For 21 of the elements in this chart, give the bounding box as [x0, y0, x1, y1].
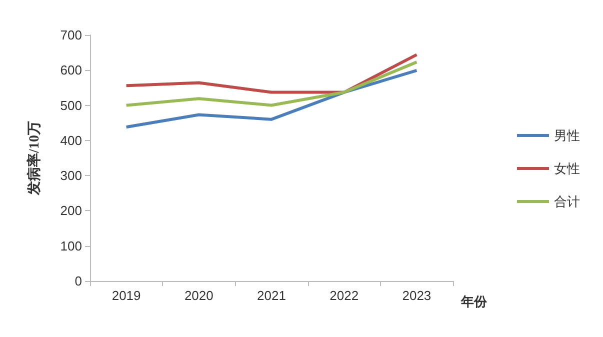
- y-tick-label: 0: [74, 274, 82, 288]
- x-tick-label: 2019: [112, 288, 141, 303]
- x-tick-label: 2020: [184, 288, 214, 303]
- legend-label: 男性: [554, 128, 580, 143]
- x-tick-label: 2021: [257, 288, 286, 303]
- legend-label: 女性: [554, 161, 580, 176]
- line-series: [124, 60, 418, 107]
- x-axis-title: 年份: [460, 294, 488, 309]
- y-tick-label: 700: [60, 28, 82, 42]
- y-tick-label: 400: [60, 132, 82, 148]
- line-series: [124, 68, 418, 129]
- x-tick-label: 2022: [330, 288, 359, 303]
- y-tick-label: 100: [60, 238, 82, 254]
- y-axis-title: 发病率/10万: [26, 121, 42, 196]
- x-tick-label: 2023: [402, 288, 432, 303]
- line-series: [124, 53, 418, 94]
- y-tick-label: 200: [60, 203, 82, 218]
- legend-label: 合计: [554, 194, 580, 209]
- y-tick-label: 300: [60, 168, 82, 184]
- y-tick-label: 500: [60, 98, 82, 113]
- y-tick-label: 600: [60, 62, 82, 78]
